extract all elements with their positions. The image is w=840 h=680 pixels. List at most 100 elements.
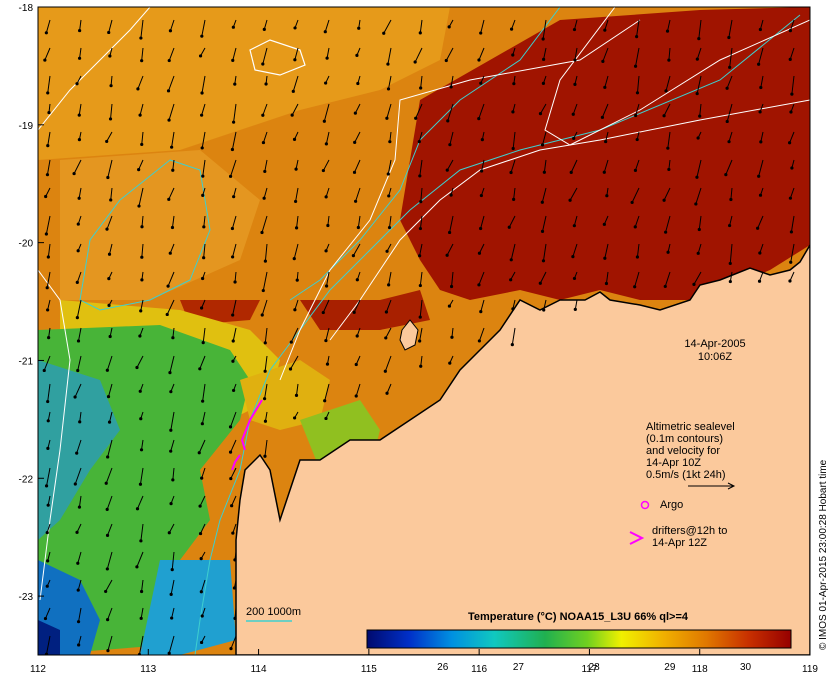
velocity-arrow [447, 103, 454, 122]
colorbar-gradient [366, 629, 792, 649]
velocity-arrow-head [510, 343, 514, 347]
velocity-arrow [540, 103, 547, 114]
velocity-arrow [108, 383, 113, 397]
velocity-arrow-head [479, 310, 483, 314]
velocity-arrow [419, 243, 423, 256]
velocity-arrow-head [139, 448, 144, 452]
velocity-arrow-head [633, 168, 638, 173]
velocity-arrow [231, 215, 237, 229]
lon-tick-label: 117 [581, 664, 597, 675]
velocity-arrow-head [728, 279, 732, 284]
velocity-arrow-head [696, 251, 700, 255]
velocity-arrow-head [43, 58, 47, 62]
velocity-arrow-head [445, 168, 449, 172]
velocity-arrow [789, 19, 795, 31]
velocity-arrow [569, 187, 578, 201]
velocity-arrow-head [139, 309, 143, 313]
velocity-arrow-head [694, 202, 698, 206]
velocity-arrow-head [263, 341, 267, 345]
velocity-arrow [387, 47, 392, 65]
velocity-arrow-head [201, 174, 205, 178]
legend-line-2: (0.1m contours) [646, 433, 723, 445]
velocity-arrow-head [77, 138, 82, 142]
velocity-arrow [446, 159, 454, 171]
velocity-arrow [141, 47, 144, 61]
velocity-arrow-head [264, 82, 268, 86]
velocity-arrow [262, 271, 268, 291]
velocity-arrow [107, 523, 113, 536]
velocity-arrow [450, 75, 454, 87]
velocity-arrow-head [569, 170, 573, 174]
velocity-arrow [232, 47, 237, 61]
velocity-arrow [46, 159, 51, 175]
velocity-arrow [605, 131, 609, 142]
velocity-arrow-head [46, 446, 50, 450]
velocity-arrow-head [290, 113, 294, 117]
velocity-arrow-head [293, 308, 297, 312]
velocity-arrow [264, 355, 268, 372]
velocity-arrow-head [630, 200, 634, 205]
velocity-arrow [199, 495, 206, 507]
velocity-arrow [572, 103, 578, 115]
latitude-axis: -18 -19 -20 -21 -22 -23 [19, 3, 44, 603]
velocity-arrow-head [477, 117, 481, 121]
velocity-arrow [542, 243, 547, 261]
velocity-arrow-head [230, 147, 235, 152]
velocity-arrow [234, 607, 237, 619]
velocity-arrow [415, 103, 423, 119]
velocity-arrow [78, 607, 82, 622]
velocity-arrow [513, 187, 516, 200]
velocity-arrow-head [664, 89, 668, 93]
velocity-arrow-head [790, 92, 794, 96]
velocity-arrow [388, 271, 392, 285]
velocity-arrow [169, 19, 175, 31]
velocity-arrow [420, 187, 423, 202]
velocity-arrow-head [384, 336, 388, 340]
velocity-arrow-head [45, 173, 50, 177]
velocity-arrow-head [109, 84, 113, 88]
velocity-arrow [169, 355, 175, 373]
velocity-arrow [138, 635, 144, 655]
velocity-arrow [295, 187, 299, 202]
velocity-arrow-head [384, 310, 388, 314]
velocity-arrow [230, 467, 237, 479]
velocity-arrow [510, 243, 516, 260]
velocity-arrow [445, 47, 454, 61]
velocity-arrow-head [231, 120, 236, 124]
velocity-arrow [604, 19, 609, 31]
velocity-arrow-head [321, 168, 325, 173]
velocity-arrow-head [198, 504, 202, 508]
velocity-arrow [171, 607, 175, 619]
velocity-arrow-head [75, 82, 79, 86]
velocity-arrow-head [138, 482, 143, 486]
velocity-arrow-head [445, 253, 449, 257]
velocity-arrow [696, 159, 702, 178]
velocity-arrow [603, 159, 609, 173]
velocity-arrow-head [261, 288, 265, 293]
velocity-arrow-head [789, 260, 793, 264]
velocity-arrow-head [447, 230, 452, 235]
velocity-arrow-head [202, 225, 206, 229]
sealevel-contour-3 [329, 99, 810, 341]
velocity-arrow-head [228, 450, 233, 454]
velocity-arrow-head [541, 81, 546, 86]
velocity-arrow-head [355, 53, 359, 57]
velocity-arrow [572, 243, 578, 257]
velocity-arrow-head [139, 417, 143, 421]
velocity-arrow-head [78, 28, 82, 33]
drifter-icon [629, 531, 645, 545]
velocity-arrow-head [263, 169, 267, 174]
velocity-arrow [758, 47, 764, 65]
contour-200m [194, 14, 801, 655]
velocity-arrow-head [107, 252, 112, 256]
velocity-arrow [140, 299, 144, 311]
velocity-arrow-head [480, 169, 484, 173]
velocity-arrow [290, 327, 299, 343]
velocity-arrow-head [76, 368, 80, 373]
lat-tick-label: -22 [19, 474, 34, 485]
velocity-arrow-head [170, 145, 174, 149]
velocity-arrow [47, 299, 51, 311]
velocity-arrow-head [725, 119, 729, 124]
sealevel-eddy [249, 39, 306, 76]
velocity-arrows [42, 19, 795, 655]
